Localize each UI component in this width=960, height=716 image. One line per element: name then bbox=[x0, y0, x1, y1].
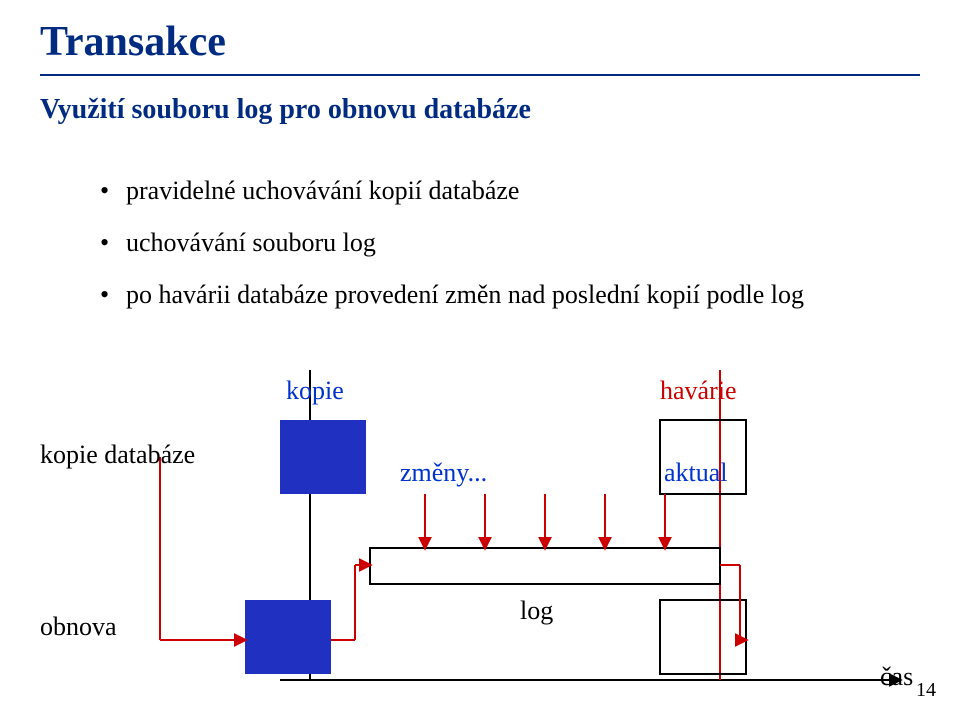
label-havarie: havárie bbox=[660, 376, 737, 406]
label-cas: čas bbox=[880, 662, 913, 692]
obnova-result-box bbox=[660, 600, 746, 674]
page-number: 14 bbox=[916, 679, 936, 702]
label-obnova: obnova bbox=[40, 612, 117, 642]
label-zmeny: změny... bbox=[400, 458, 487, 488]
slide: Transakce Využití souboru log pro obnovu… bbox=[0, 0, 960, 716]
kopie-box bbox=[280, 420, 366, 494]
label-log: log bbox=[520, 596, 553, 626]
label-kopie: kopie bbox=[286, 376, 344, 406]
obnova-copy-box bbox=[245, 600, 331, 674]
label-aktual: aktual bbox=[664, 458, 728, 488]
log-box bbox=[370, 548, 720, 584]
label-kopie-db: kopie databáze bbox=[40, 440, 195, 470]
diagram-svg bbox=[0, 0, 960, 716]
